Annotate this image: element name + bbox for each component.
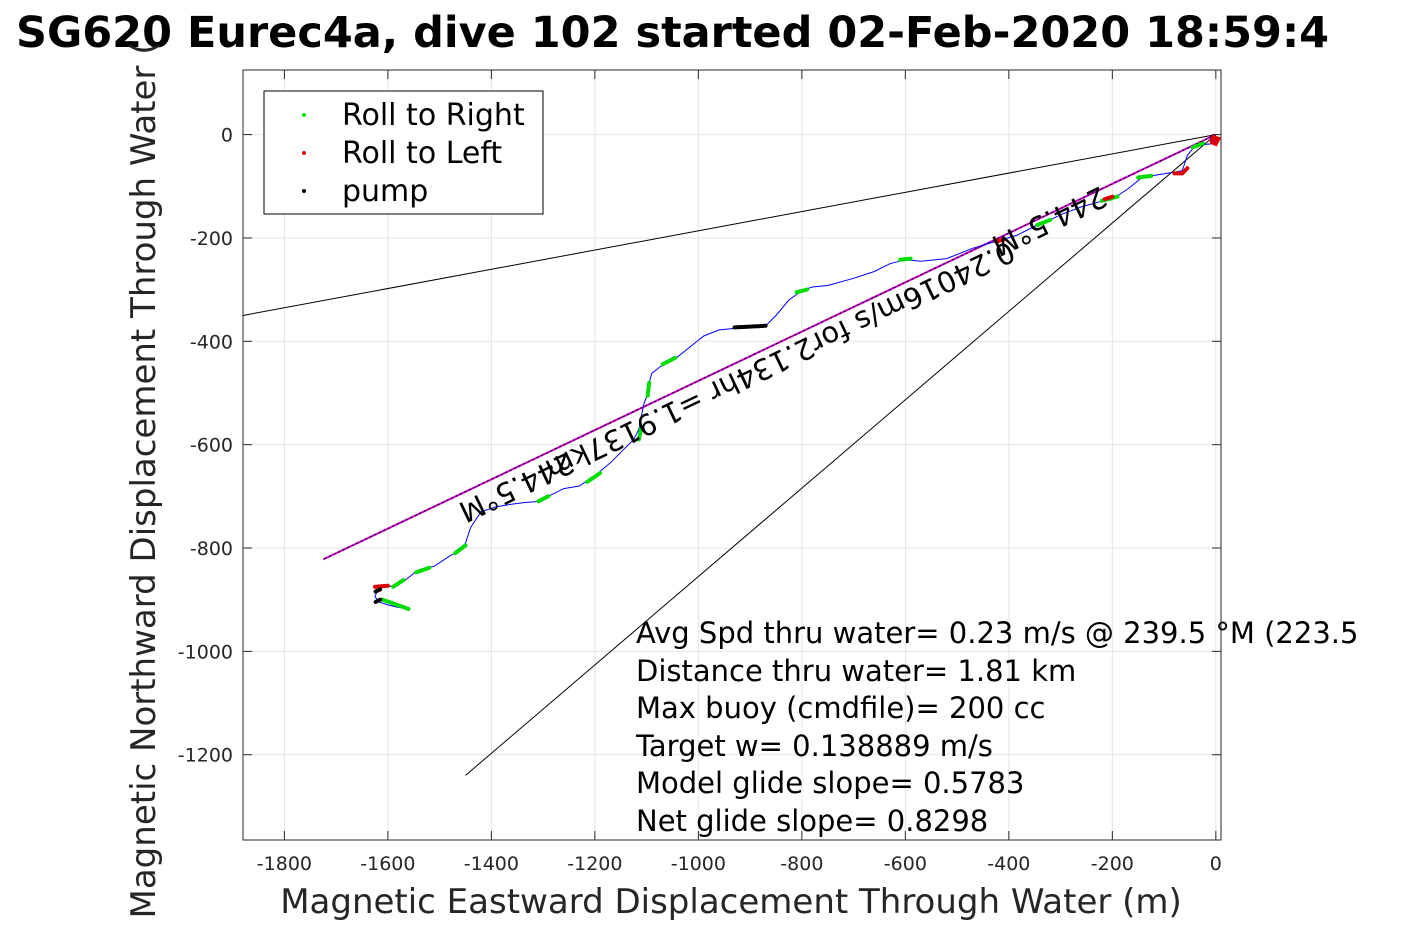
y-tick-label: -1200 <box>178 745 233 767</box>
x-tick-label: -1000 <box>671 853 726 875</box>
legend-label-roll-left: Roll to Left <box>342 136 502 171</box>
legend-box <box>263 90 544 215</box>
stat-model-glide: Model glide slope= 0.5783 <box>636 766 1024 800</box>
roll-left-marker <box>1209 135 1222 147</box>
y-tick-label: -800 <box>190 538 233 560</box>
x-tick-label: -1800 <box>257 853 312 875</box>
reference-line <box>242 134 1216 316</box>
x-tick-label: -400 <box>987 853 1030 875</box>
x-tick-label: -1400 <box>464 853 519 875</box>
roll-right-marker <box>898 256 913 262</box>
stat-avg-speed: Avg Spd thru water= 0.23 m/s @ 239.5 °M … <box>636 616 1358 650</box>
legend-label-pump: pump <box>342 174 428 209</box>
roll-right-marker <box>414 565 432 575</box>
legend-marker-roll-right <box>302 113 306 117</box>
x-tick-label: 0 <box>1210 853 1222 875</box>
y-tick-labels: 0 -200 -400 -600 -800 -1000 -1200 <box>178 125 233 767</box>
y-axis-label: Magnetic Northward Displacement Through … <box>124 42 164 919</box>
roll-left-marker <box>373 583 390 589</box>
ticks <box>243 70 1221 840</box>
roll-right-marker <box>380 597 411 611</box>
dive-stats: Avg Spd thru water= 0.23 m/s @ 239.5 °M … <box>635 616 1358 838</box>
roll-right-marker <box>645 380 652 398</box>
roll-right-marker <box>1136 173 1154 180</box>
y-tick-label: -200 <box>190 228 233 250</box>
y-tick-label: 0 <box>221 125 233 147</box>
legend-marker-pump <box>302 189 306 193</box>
pump-marker <box>732 323 768 330</box>
roll-left-marker <box>1172 166 1190 176</box>
roll-right-marker <box>453 543 468 556</box>
x-tick-labels: -1800 -1600 -1400 -1200 -1000 -800 -600 -400 -20… <box>257 853 1222 875</box>
x-tick-label: -600 <box>884 853 927 875</box>
roll-left-marker <box>993 237 1006 244</box>
roll-markers <box>373 135 1222 611</box>
pump-marker <box>373 597 383 605</box>
pump-marker <box>373 587 383 594</box>
roll-right-marker <box>794 287 809 295</box>
roll-right-marker <box>1035 217 1053 227</box>
stat-net-glide: Net glide slope= 0.8298 <box>636 804 988 838</box>
stat-target-w: Target w= 0.138889 m/s <box>635 729 993 763</box>
x-tick-label: -1600 <box>360 853 415 875</box>
roll-right-marker <box>536 494 551 504</box>
legend-marker-roll-left <box>302 151 306 155</box>
legend: Roll to Right Roll to Left pump <box>263 90 544 215</box>
legend-label-roll-right: Roll to Right <box>342 98 525 133</box>
y-tick-label: -400 <box>190 331 233 353</box>
roll-right-marker <box>391 578 406 589</box>
roll-right-marker <box>1190 141 1205 150</box>
stat-max-buoy: Max buoy (cmdfile)= 200 cc <box>636 691 1045 725</box>
y-tick-label: -1000 <box>178 641 233 663</box>
roll-right-marker <box>636 424 644 442</box>
x-axis-label: Magnetic Eastward Displacement Through W… <box>280 882 1182 922</box>
x-tick-label: -1200 <box>567 853 622 875</box>
chart-title: SG620 Eurec4a, dive 102 started 02-Feb-2… <box>16 8 1329 58</box>
stat-distance: Distance thru water= 1.81 km <box>636 654 1076 688</box>
x-tick-label: -800 <box>780 853 823 875</box>
reference-line <box>322 133 1217 561</box>
reference-lines <box>242 133 1217 776</box>
x-tick-label: -200 <box>1091 853 1134 875</box>
reference-line <box>465 134 1217 776</box>
roll-left-marker <box>1102 194 1115 202</box>
roll-right-marker <box>585 471 602 484</box>
roll-right-marker <box>660 355 678 367</box>
y-tick-label: -600 <box>190 435 233 457</box>
